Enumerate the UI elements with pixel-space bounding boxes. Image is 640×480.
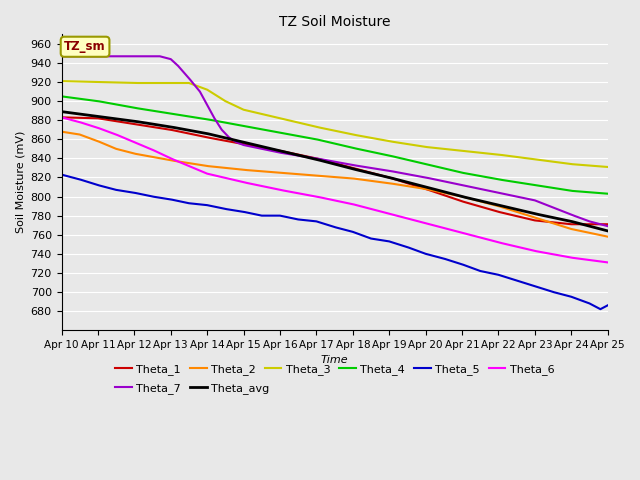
Theta_2 [604, 234, 612, 240]
Theta_2 [355, 176, 363, 182]
Theta_2 [138, 152, 145, 158]
Theta_1 [427, 188, 435, 193]
Theta_1 [568, 221, 575, 227]
Theta_6 [284, 188, 291, 194]
Theta_1 [58, 114, 65, 120]
Theta_7 [284, 151, 291, 156]
Theta_2 [58, 129, 65, 134]
Theta_3 [355, 133, 363, 139]
Line: Theta_2: Theta_2 [61, 132, 608, 237]
Line: Theta_avg: Theta_avg [61, 112, 608, 231]
Theta_4 [138, 106, 145, 112]
Line: Theta_1: Theta_1 [61, 117, 608, 224]
Theta_6 [58, 114, 65, 120]
Theta_6 [138, 143, 145, 148]
Theta_7 [58, 53, 65, 59]
Theta_1 [83, 115, 91, 121]
Theta_avg [58, 109, 65, 115]
Line: Theta_3: Theta_3 [61, 81, 608, 167]
Title: TZ Soil Moisture: TZ Soil Moisture [279, 15, 390, 29]
Theta_3 [83, 79, 91, 84]
Theta_3 [604, 164, 612, 170]
Theta_avg [515, 207, 523, 213]
Theta_5 [138, 192, 145, 197]
Theta_4 [427, 162, 435, 168]
Theta_4 [604, 191, 612, 197]
Line: Theta_5: Theta_5 [61, 175, 608, 309]
Text: TZ_sm: TZ_sm [64, 40, 106, 53]
Theta_2 [83, 134, 91, 140]
Theta_7 [427, 176, 435, 181]
Y-axis label: Soil Moisture (mV): Soil Moisture (mV) [15, 131, 25, 233]
Theta_4 [284, 131, 291, 137]
X-axis label: Time: Time [321, 355, 348, 365]
Theta_4 [58, 94, 65, 99]
Legend: Theta_7, Theta_avg: Theta_7, Theta_avg [111, 379, 274, 398]
Theta_5 [427, 252, 435, 258]
Theta_5 [604, 302, 612, 308]
Theta_avg [427, 185, 435, 191]
Theta_5 [83, 179, 91, 184]
Theta_6 [355, 203, 363, 209]
Theta_3 [138, 80, 145, 86]
Theta_5 [355, 231, 363, 237]
Theta_7 [355, 163, 363, 169]
Theta_avg [284, 150, 291, 156]
Theta_avg [604, 228, 612, 234]
Theta_2 [284, 170, 291, 176]
Theta_avg [83, 112, 91, 118]
Theta_7 [83, 53, 91, 59]
Theta_6 [83, 121, 91, 127]
Theta_2 [515, 210, 523, 216]
Theta_1 [604, 221, 612, 227]
Theta_1 [284, 149, 291, 155]
Theta_4 [83, 97, 91, 103]
Theta_5 [515, 278, 523, 284]
Theta_7 [515, 194, 523, 200]
Theta_3 [427, 144, 435, 150]
Theta_5 [284, 214, 291, 220]
Theta_4 [355, 146, 363, 152]
Theta_3 [284, 117, 291, 123]
Theta_7 [604, 223, 612, 229]
Theta_7 [138, 53, 145, 59]
Theta_6 [427, 222, 435, 228]
Line: Theta_7: Theta_7 [61, 56, 608, 226]
Theta_avg [355, 168, 363, 173]
Theta_1 [515, 214, 523, 219]
Theta_2 [427, 187, 435, 193]
Theta_4 [515, 180, 523, 185]
Theta_5 [596, 306, 604, 312]
Theta_avg [138, 120, 145, 125]
Theta_5 [58, 172, 65, 178]
Line: Theta_6: Theta_6 [61, 117, 608, 263]
Theta_1 [138, 122, 145, 128]
Theta_3 [515, 155, 523, 160]
Theta_6 [515, 244, 523, 250]
Theta_1 [355, 167, 363, 172]
Theta_6 [604, 260, 612, 265]
Theta_3 [58, 78, 65, 84]
Line: Theta_4: Theta_4 [61, 96, 608, 194]
